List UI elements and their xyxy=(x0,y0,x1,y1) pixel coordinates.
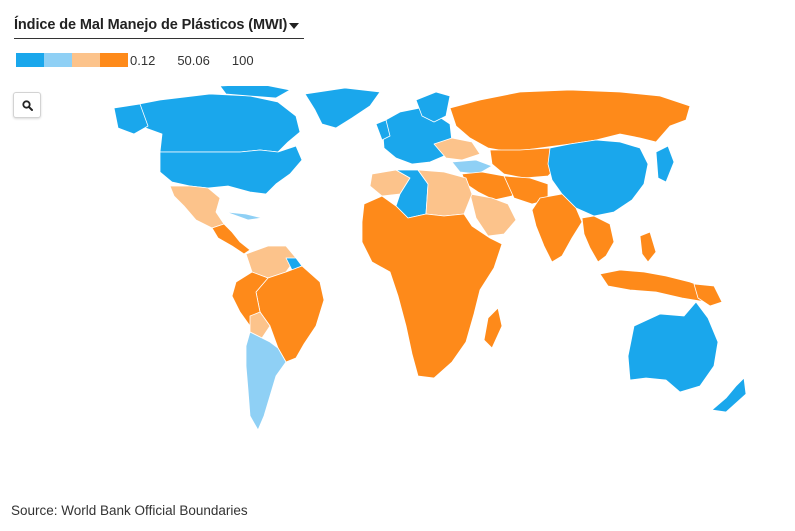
region-papua[interactable] xyxy=(693,283,723,307)
region-arctic-islands[interactable] xyxy=(219,86,291,99)
region-bolivia[interactable] xyxy=(249,311,271,339)
region-scandinavia[interactable] xyxy=(415,91,451,123)
legend-min-label: 0.12 xyxy=(130,52,156,68)
region-russia[interactable] xyxy=(449,89,691,153)
region-greenland[interactable] xyxy=(304,87,381,129)
caret-down-icon xyxy=(289,23,300,29)
world-map[interactable] xyxy=(100,86,790,446)
world-map-svg xyxy=(113,86,747,431)
legend-swatches xyxy=(16,53,128,67)
region-uk[interactable] xyxy=(375,119,391,141)
region-india[interactable] xyxy=(531,193,583,263)
region-turkey[interactable] xyxy=(451,159,493,175)
region-usa[interactable] xyxy=(159,145,303,195)
region-philippines[interactable] xyxy=(639,231,657,263)
color-legend: 0.12 50.06 100 xyxy=(16,52,254,68)
region-alaska[interactable] xyxy=(113,103,149,135)
region-china[interactable] xyxy=(547,139,649,217)
legend-swatch-low xyxy=(16,53,44,67)
legend-swatch-high-mid xyxy=(72,53,100,67)
variable-selector-label: Índice de Mal Manejo de Plásticos (MWI) xyxy=(14,17,288,33)
source-note: Source: World Bank Official Boundaries xyxy=(11,503,248,518)
region-new-zealand[interactable] xyxy=(711,377,747,413)
legend-max-label: 100 xyxy=(231,52,254,68)
region-japan[interactable] xyxy=(655,145,675,183)
region-central-america[interactable] xyxy=(211,223,251,255)
region-southern-cone[interactable] xyxy=(245,331,287,431)
region-madagascar[interactable] xyxy=(483,307,503,349)
zoom-search-button[interactable] xyxy=(13,92,41,118)
region-sub-saharan-africa[interactable] xyxy=(361,195,503,379)
region-mexico[interactable] xyxy=(169,185,225,229)
region-caribbean[interactable] xyxy=(225,211,263,221)
variable-selector-dropdown[interactable]: Índice de Mal Manejo de Plásticos (MWI) xyxy=(14,12,304,39)
search-icon xyxy=(21,99,33,111)
region-southeast-asia[interactable] xyxy=(581,215,615,263)
region-arabia[interactable] xyxy=(469,193,517,237)
legend-swatch-low-mid xyxy=(44,53,72,67)
region-australia[interactable] xyxy=(627,301,719,393)
legend-swatch-high xyxy=(100,53,128,67)
region-central-asia[interactable] xyxy=(489,147,561,179)
region-balkans[interactable] xyxy=(433,137,481,161)
legend-mid-label: 50.06 xyxy=(177,52,210,68)
